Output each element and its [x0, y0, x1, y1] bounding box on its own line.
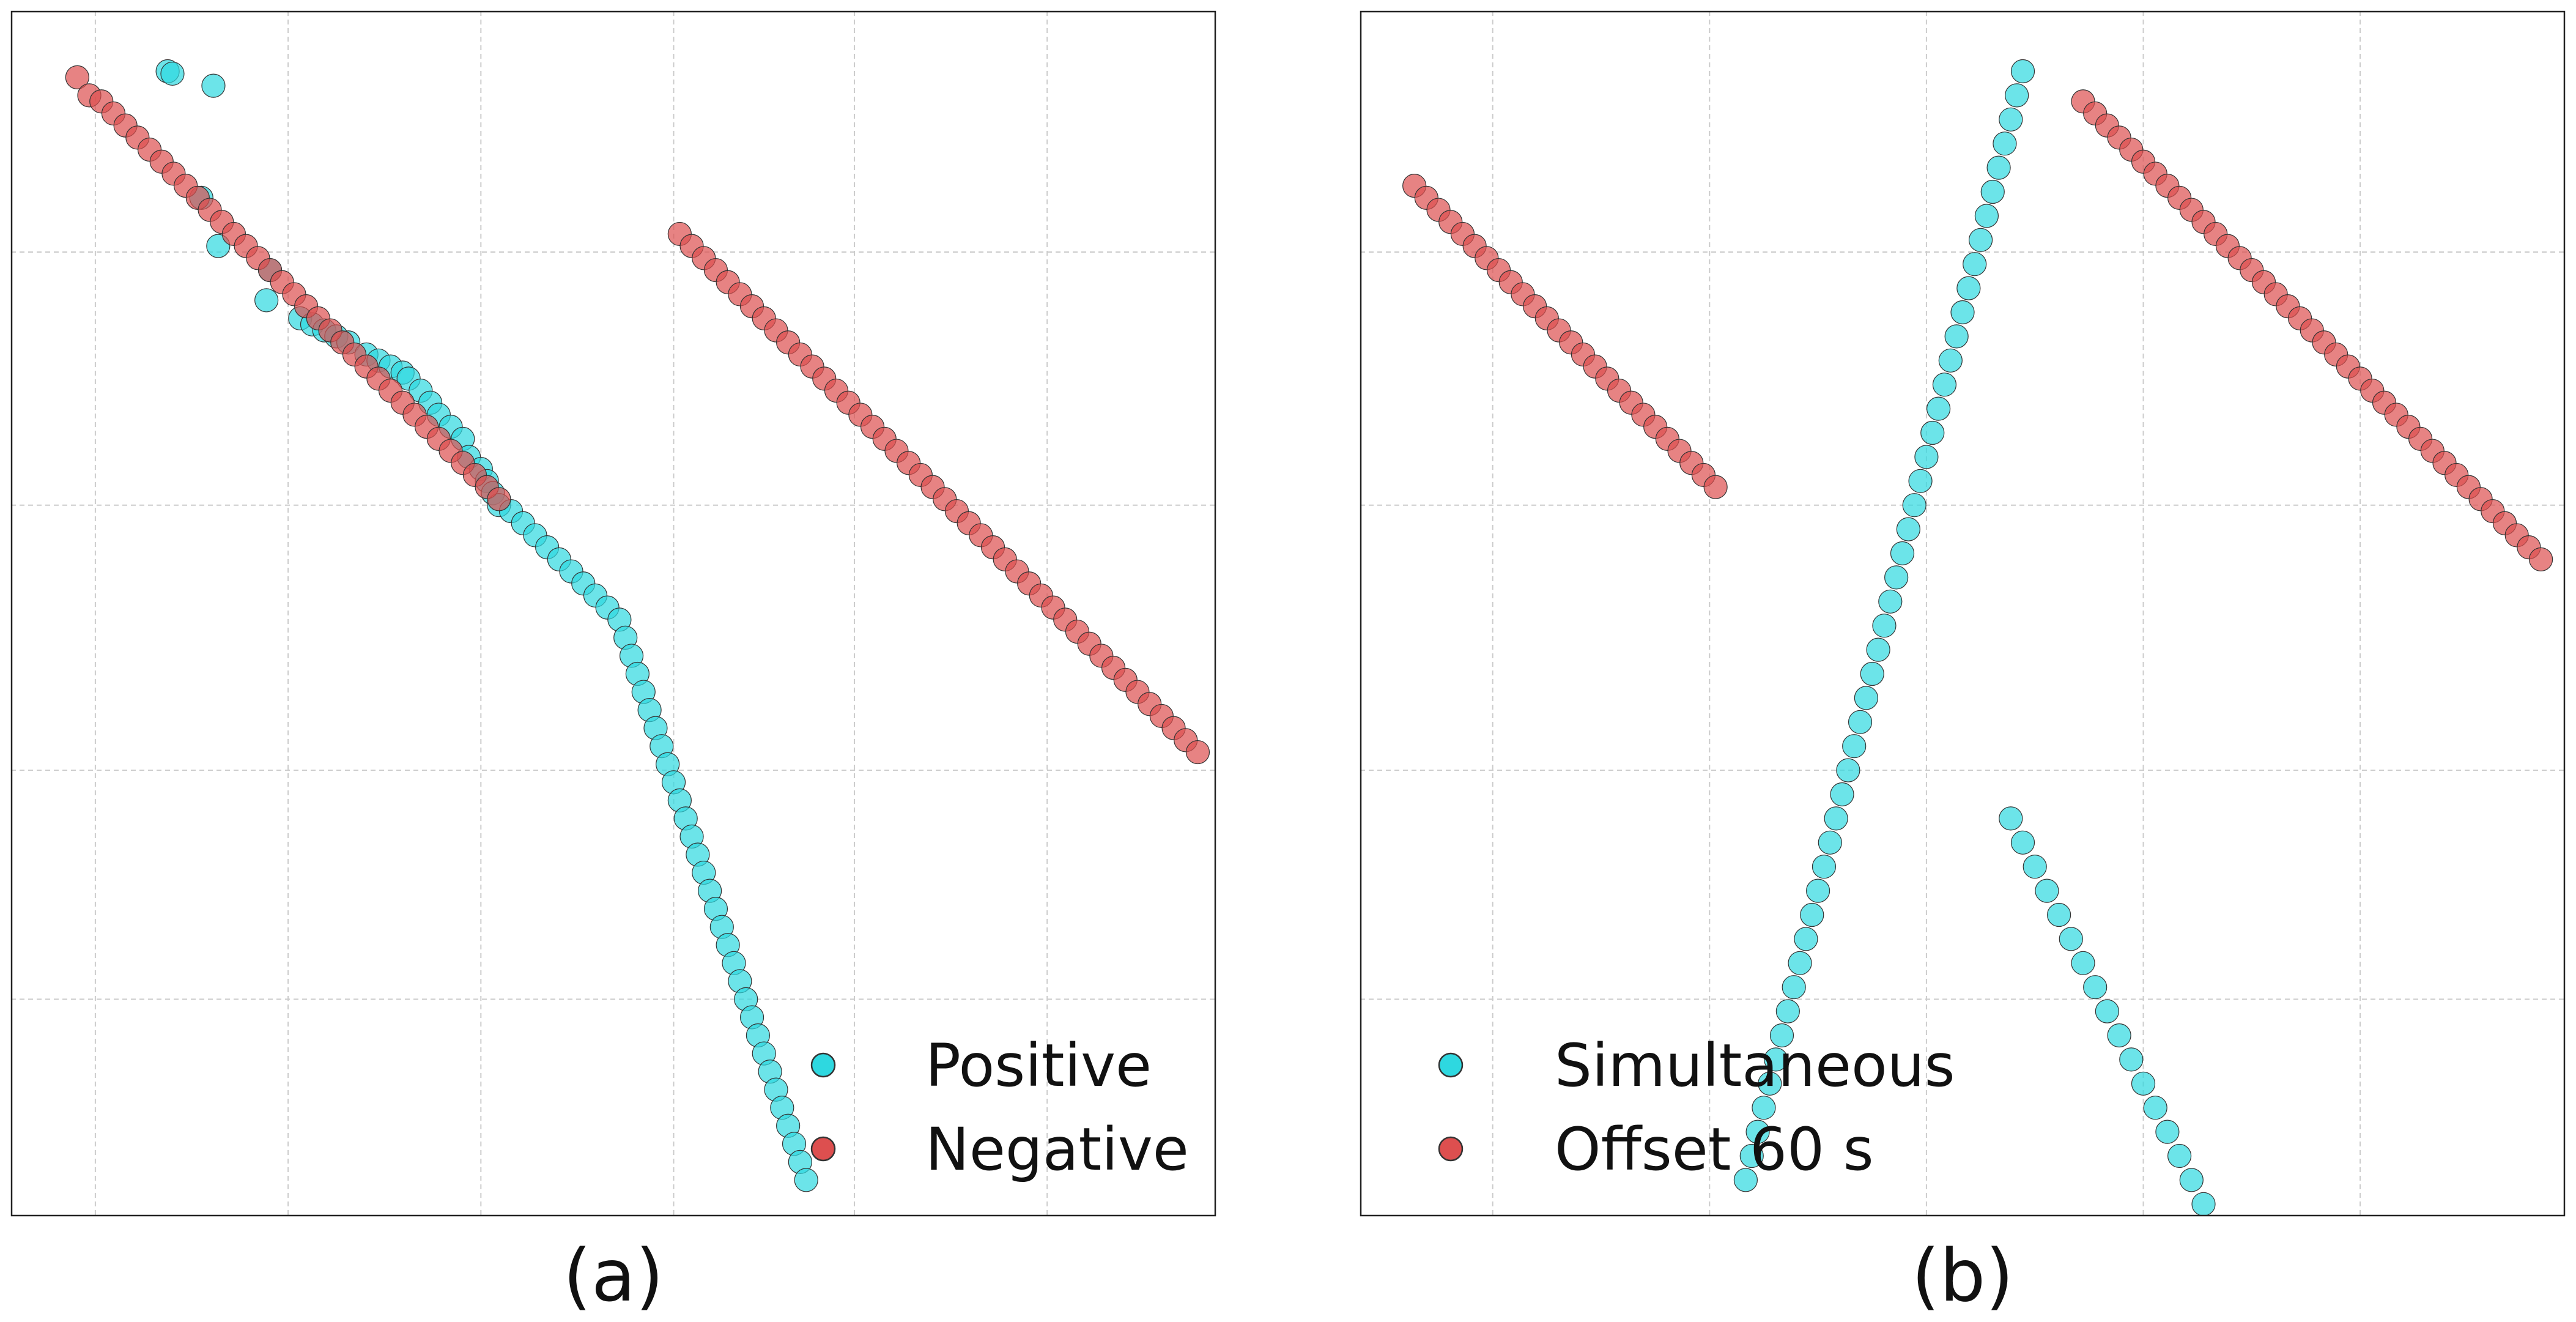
data-point — [2528, 547, 2553, 571]
data-point — [1824, 806, 1848, 831]
data-point — [1733, 1168, 1758, 1192]
data-point — [1963, 252, 1987, 277]
legend-label-positive: Positive — [925, 1031, 1152, 1100]
data-point — [2046, 902, 2071, 927]
data-point — [1950, 300, 1975, 325]
data-point — [1999, 806, 2023, 831]
data-point — [2083, 975, 2108, 1000]
data-point — [2143, 1096, 2167, 1120]
data-point — [2119, 1047, 2144, 1072]
data-point — [1769, 1023, 1794, 1048]
data-point — [1999, 107, 2023, 132]
data-point — [1788, 951, 1812, 975]
data-point — [2010, 59, 2035, 84]
data-point — [1944, 324, 1969, 349]
legend-label-negative: Offset 60 s — [1555, 1115, 1874, 1184]
data-point — [2131, 1071, 2156, 1096]
data-point — [65, 65, 89, 89]
data-point — [1968, 228, 1993, 252]
data-point — [1884, 565, 1909, 590]
data-point — [1812, 855, 1837, 879]
axes-frame — [1360, 10, 2566, 1217]
data-point — [2167, 1143, 2192, 1168]
caption-a: (a) — [563, 1233, 664, 1318]
data-point — [2023, 855, 2047, 879]
data-point — [1956, 276, 1981, 300]
data-point — [1185, 740, 1210, 765]
series-negative — [1402, 89, 2553, 571]
data-point — [1752, 1096, 1776, 1120]
data-point — [2107, 1023, 2131, 1048]
data-point — [1848, 710, 1873, 734]
data-point — [1775, 999, 1800, 1023]
data-point — [1854, 686, 1879, 710]
data-point — [1866, 637, 1890, 662]
data-point — [1908, 469, 1933, 493]
data-point — [487, 487, 511, 511]
data-point — [1836, 758, 1860, 782]
data-point — [2191, 1192, 2216, 1216]
data-point — [1794, 927, 1818, 951]
data-point — [1782, 975, 1806, 1000]
data-point — [1986, 155, 2011, 180]
legend-marker-negative — [1438, 1136, 1464, 1162]
data-point — [1842, 734, 1867, 759]
data-point — [1938, 348, 1963, 373]
gridlines — [1360, 11, 2565, 1216]
axes-frame — [10, 10, 1216, 1217]
data-point — [1758, 1071, 1782, 1096]
data-point — [1896, 517, 1920, 541]
data-point — [1993, 132, 2017, 156]
legend-marker-positive — [1438, 1052, 1464, 1078]
scatter-panel-a: Positive Negative — [10, 10, 1216, 1217]
data-point — [1764, 1047, 1788, 1072]
legend: Positive Negative — [810, 1031, 1189, 1184]
data-point — [1739, 1143, 1764, 1168]
data-point — [1878, 589, 1903, 614]
data-point — [1926, 396, 1951, 421]
data-point — [2095, 999, 2120, 1023]
data-point — [1932, 373, 1957, 397]
data-point — [2179, 1168, 2204, 1192]
data-point — [1914, 445, 1939, 469]
legend-label-positive: Simultaneous — [1555, 1031, 1955, 1100]
data-point — [1745, 1120, 1770, 1144]
data-point — [1703, 475, 1728, 499]
caption-b: (b) — [1911, 1233, 2014, 1318]
data-point — [2059, 927, 2083, 951]
scatter-plot-a: Positive Negative — [10, 10, 1216, 1217]
legend: Simultaneous Offset 60 s — [1438, 1031, 1955, 1184]
data-point — [2005, 83, 2029, 108]
data-point — [160, 61, 185, 86]
data-point — [1920, 420, 1945, 445]
data-point — [2035, 878, 2059, 903]
data-point — [794, 1168, 818, 1192]
data-point — [2155, 1120, 2180, 1144]
series-positive — [1733, 59, 2216, 1216]
data-point — [1872, 614, 1897, 638]
data-point — [1805, 878, 1830, 903]
data-point — [1902, 493, 1926, 518]
scatter-plot-b: Simultaneous Offset 60 s — [1360, 10, 2566, 1217]
legend-marker-negative — [810, 1136, 836, 1162]
data-point — [1980, 179, 2005, 204]
data-point — [1800, 902, 1824, 927]
data-point — [2071, 951, 2095, 975]
series-negative — [65, 65, 1210, 765]
legend-marker-positive — [810, 1052, 836, 1078]
data-point — [201, 73, 226, 98]
series-positive — [155, 59, 818, 1192]
data-point — [1818, 830, 1842, 855]
data-point — [1860, 661, 1884, 686]
data-point — [1890, 541, 1915, 566]
data-point — [1974, 204, 1999, 228]
data-point — [2010, 830, 2035, 855]
scatter-panel-b: Simultaneous Offset 60 s — [1360, 10, 2566, 1217]
data-point — [1830, 782, 1854, 807]
data-point — [254, 288, 279, 313]
legend-label-negative: Negative — [925, 1115, 1189, 1184]
